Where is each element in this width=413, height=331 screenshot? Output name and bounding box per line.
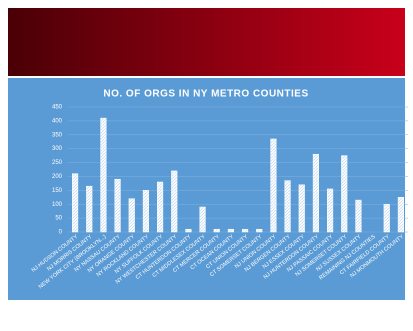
y-tick-label: 150 xyxy=(52,188,63,194)
bar xyxy=(199,206,206,233)
bar xyxy=(227,228,234,233)
bar xyxy=(86,185,93,233)
bar xyxy=(157,181,164,233)
y-tick-label: 200 xyxy=(52,174,63,180)
bar xyxy=(100,117,107,233)
bar xyxy=(242,228,249,233)
y-tick-label: 250 xyxy=(52,160,63,166)
bar xyxy=(327,188,334,233)
bar xyxy=(397,197,405,233)
bar xyxy=(312,153,320,233)
bar xyxy=(270,138,277,233)
bar xyxy=(284,180,291,233)
bar xyxy=(142,190,149,233)
banner xyxy=(8,8,405,76)
bar xyxy=(72,173,79,233)
bar xyxy=(355,199,362,233)
y-tick-label: 400 xyxy=(52,118,63,124)
y-tick-label: 50 xyxy=(55,216,62,222)
chart-title: NO. OF ORGS IN NY METRO COUNTIES xyxy=(103,89,308,100)
bar xyxy=(298,184,305,233)
bar xyxy=(213,228,220,233)
bar xyxy=(383,203,390,233)
bar xyxy=(171,170,178,233)
y-tick-label: 450 xyxy=(52,105,63,111)
bar xyxy=(185,228,192,233)
y-tick-label: 100 xyxy=(52,202,63,208)
bar xyxy=(341,155,348,233)
bar xyxy=(128,198,135,233)
y-tick-label: 350 xyxy=(52,132,63,138)
bar xyxy=(256,228,263,233)
y-tick-label: 300 xyxy=(52,146,63,152)
y-tick-label: 0 xyxy=(59,230,63,236)
bar xyxy=(114,178,121,233)
